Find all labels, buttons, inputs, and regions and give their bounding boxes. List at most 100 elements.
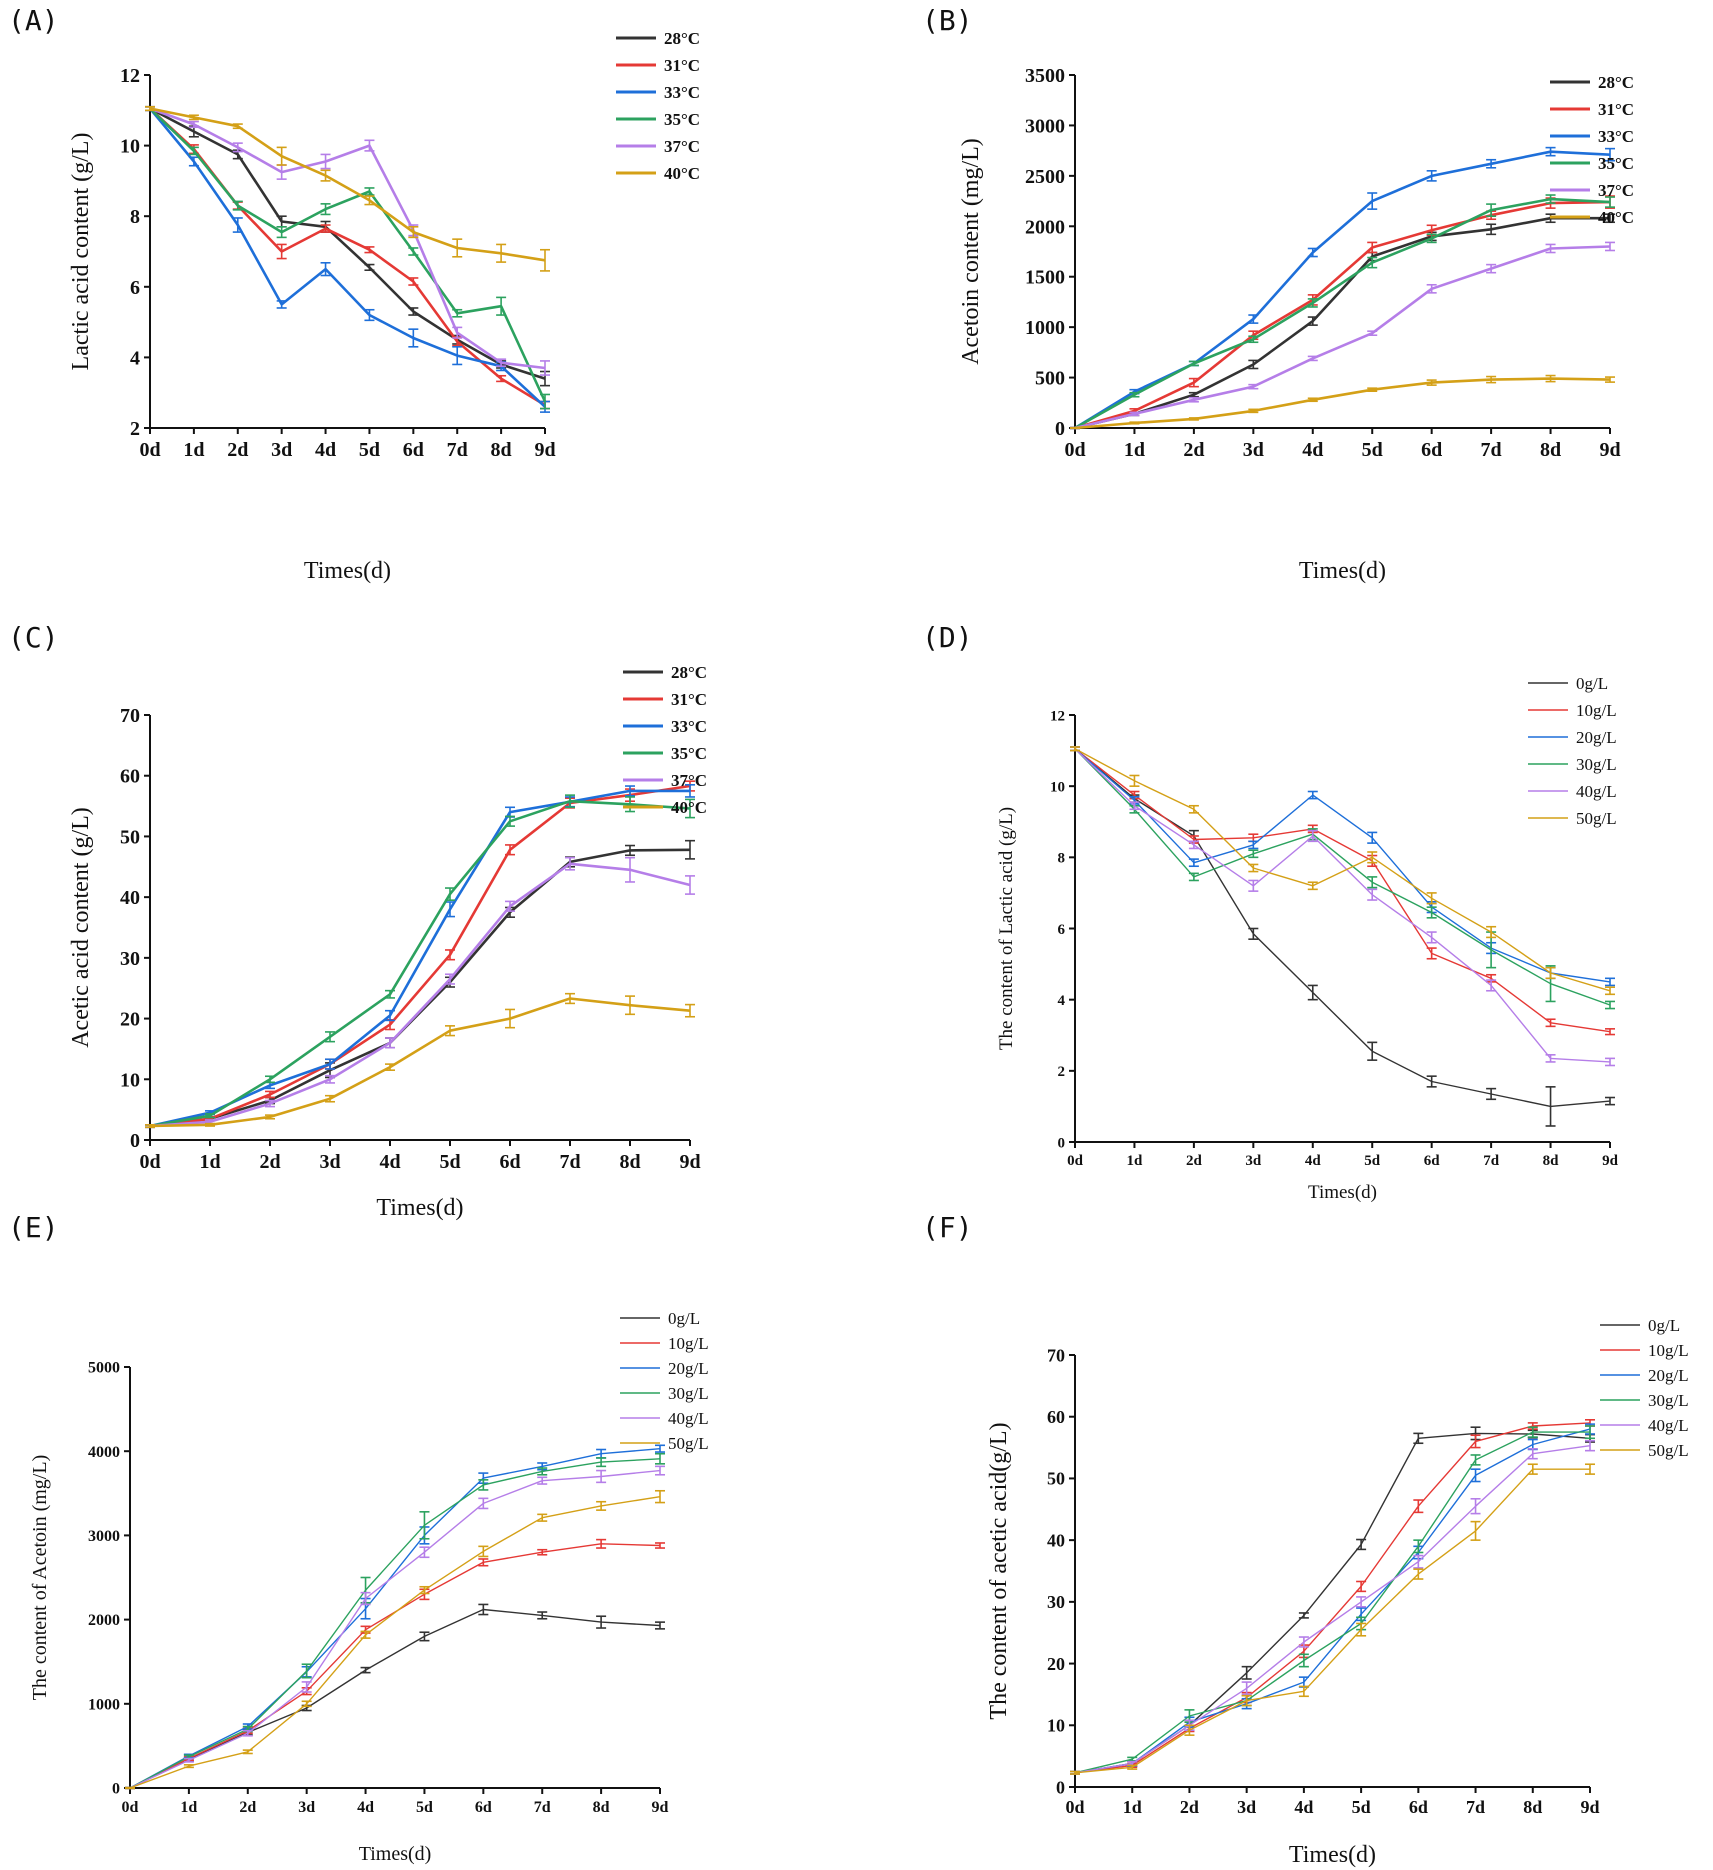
x-tick-label: 7d xyxy=(447,439,468,461)
y-axis-title: The content of acetic acid(g/L) xyxy=(986,1422,1012,1719)
legend-entry: 40°C xyxy=(616,164,700,183)
legend-label: 33°C xyxy=(671,717,707,736)
series-line xyxy=(1074,197,1611,430)
series-line xyxy=(129,1448,661,1789)
series-line xyxy=(1074,200,1611,430)
y-tick-label: 10 xyxy=(1047,1716,1065,1736)
panel-label: (A) xyxy=(8,4,59,37)
series-line xyxy=(149,789,690,1128)
x-tick-label: 9d xyxy=(1599,439,1620,461)
legend-label: 10g/L xyxy=(668,1334,709,1353)
legend-entry: 37°C xyxy=(623,771,707,790)
legend-label: 20g/L xyxy=(1648,1366,1689,1385)
x-tick-label: 7d xyxy=(1483,1153,1500,1169)
x-tick-label: 9d xyxy=(679,1151,700,1173)
y-tick-label: 4000 xyxy=(88,1444,120,1461)
series-line xyxy=(129,1469,661,1789)
x-tick-label: 6d xyxy=(1421,439,1442,461)
x-tick-label: 0d xyxy=(1064,439,1085,461)
legend-label: 28°C xyxy=(1598,73,1634,92)
x-tick-label: 9d xyxy=(652,1799,669,1816)
series-50gl xyxy=(1070,1463,1595,1775)
series-line xyxy=(149,107,546,380)
series-28c xyxy=(145,839,695,1129)
x-tick-label: 2d xyxy=(1180,1797,1199,1817)
series-line xyxy=(149,862,691,1128)
legend-entry: 30g/L xyxy=(1528,755,1617,774)
series-line xyxy=(1074,1468,1590,1774)
legend-entry: 20g/L xyxy=(1600,1366,1689,1385)
y-tick-label: 6 xyxy=(130,277,140,299)
legend-entry: 0g/L xyxy=(620,1309,700,1328)
series-line xyxy=(1074,1432,1591,1774)
x-tick-label: 8d xyxy=(1540,439,1561,461)
y-tick-label: 30 xyxy=(120,948,140,970)
legend-entry: 33°C xyxy=(623,717,707,736)
x-tick-label: 0d xyxy=(139,1151,160,1173)
legend-entry: 28°C xyxy=(623,663,707,682)
series-line xyxy=(149,997,691,1128)
series-line xyxy=(1074,748,1611,1006)
x-tick-label: 7d xyxy=(1466,1797,1485,1817)
y-tick-label: 2000 xyxy=(88,1612,120,1629)
legend-entry: 31°C xyxy=(616,56,700,75)
series-line xyxy=(1074,150,1611,430)
x-tick-label: 1d xyxy=(1123,1797,1142,1817)
legend-entry: 50g/L xyxy=(1600,1441,1689,1460)
y-tick-label: 20 xyxy=(1047,1654,1065,1674)
chart-panel-c: (C) 0 10 20 30 40 50 60 70 0d 1d 2d 3d 4d 5d 6d 7d 8d 9d Ti… xyxy=(8,621,707,1221)
x-tick-label: 3d xyxy=(1243,439,1264,461)
y-tick-label: 30 xyxy=(1047,1592,1065,1612)
legend-entry: 10g/L xyxy=(1528,701,1617,720)
x-tick-label: 4d xyxy=(1305,1153,1322,1169)
series-line xyxy=(1074,748,1611,1063)
legend-entry: 0g/L xyxy=(1600,1316,1680,1335)
y-tick-label: 2000 xyxy=(1025,216,1065,238)
y-tick-label: 70 xyxy=(120,705,140,727)
x-tick-label: 4d xyxy=(315,439,336,461)
chart-panel-d: (D) 0 2 4 6 8 10 12 0d 1d 2d 3d 4d 5d 6d 7d 8d 9d Times(d)… xyxy=(922,621,1619,1203)
series-33c xyxy=(145,784,695,1129)
x-tick-label: 5d xyxy=(439,1151,460,1173)
panel-label: (B) xyxy=(922,4,973,37)
series-40gl xyxy=(1070,746,1615,1067)
x-axis-title: Times(d) xyxy=(304,558,391,584)
legend-label: 31°C xyxy=(664,56,700,75)
legend-label: 31°C xyxy=(1598,100,1634,119)
legend-label: 0g/L xyxy=(668,1309,700,1328)
series-40c xyxy=(1070,374,1615,430)
legend-entry: 30g/L xyxy=(620,1384,709,1403)
legend-entry: 40g/L xyxy=(620,1409,709,1428)
legend-label: 20g/L xyxy=(668,1359,709,1378)
series-37c xyxy=(145,856,695,1129)
x-tick-label: 2d xyxy=(239,1799,256,1816)
series-line xyxy=(1074,1445,1591,1774)
series-0gl xyxy=(1070,1426,1595,1775)
x-tick-label: 5d xyxy=(416,1799,433,1816)
series-30gl xyxy=(125,1452,665,1790)
y-tick-label: 4 xyxy=(1058,993,1066,1009)
legend-entry: 40g/L xyxy=(1528,782,1617,801)
y-tick-label: 0 xyxy=(130,1130,140,1152)
series-line xyxy=(1074,748,1611,992)
legend-label: 33°C xyxy=(1598,127,1634,146)
x-tick-label: 9d xyxy=(1580,1797,1599,1817)
y-tick-label: 0 xyxy=(1056,1777,1065,1797)
y-tick-label: 70 xyxy=(1047,1345,1065,1365)
series-line xyxy=(149,799,691,1128)
y-tick-label: 500 xyxy=(1035,368,1065,390)
y-tick-label: 60 xyxy=(120,766,140,788)
legend-label: 50g/L xyxy=(1576,809,1617,828)
legend-label: 28°C xyxy=(664,29,700,48)
legend-entry: 35°C xyxy=(1550,154,1634,173)
series-28c xyxy=(145,105,550,387)
y-axis-title: The content of Lactic acid (g/L) xyxy=(996,807,1017,1050)
legend-label: 37°C xyxy=(1598,181,1634,200)
legend-label: 37°C xyxy=(671,771,707,790)
series-line xyxy=(1074,748,1611,1033)
series-40c xyxy=(145,105,550,272)
series-35c xyxy=(145,105,550,410)
y-tick-label: 50 xyxy=(120,826,140,848)
legend-label: 31°C xyxy=(671,690,707,709)
x-tick-label: 9d xyxy=(534,439,555,461)
